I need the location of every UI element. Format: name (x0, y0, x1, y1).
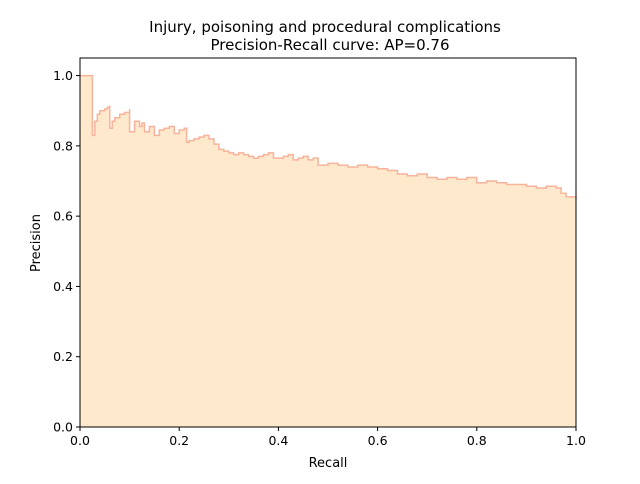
x-tick-label: 0.0 (70, 433, 90, 448)
x-axis-label: Recall (309, 456, 348, 471)
plot-area (80, 74, 577, 428)
x-tick-label: 1.0 (566, 433, 586, 448)
y-tick-label: 0.0 (53, 420, 73, 435)
x-tick-label: 0.8 (467, 433, 487, 448)
plot-frame (79, 57, 577, 428)
chart-title: Injury, poisoning and procedural complic… (149, 18, 501, 36)
y-tick-label: 0.2 (53, 349, 73, 364)
y-tick-label: 0.8 (53, 138, 73, 153)
x-tick-label: 0.6 (368, 433, 388, 448)
y-tick-label: 0.4 (53, 279, 73, 294)
x-axis: 0.0 0.2 0.4 0.6 0.8 1.0 (70, 427, 586, 448)
pr-curve-line (80, 74, 577, 199)
chart-subtitle: Precision-Recall curve: AP=0.76 (211, 36, 450, 54)
y-tick-label: 1.0 (53, 68, 73, 83)
y-axis: 0.0 0.2 0.4 0.6 0.8 1.0 (53, 68, 80, 435)
pr-area-fill (80, 75, 576, 428)
x-tick-label: 0.2 (169, 433, 189, 448)
x-tick-label: 0.4 (268, 433, 288, 448)
y-tick-label: 0.6 (53, 209, 73, 224)
y-axis-label: Precision (29, 214, 44, 272)
